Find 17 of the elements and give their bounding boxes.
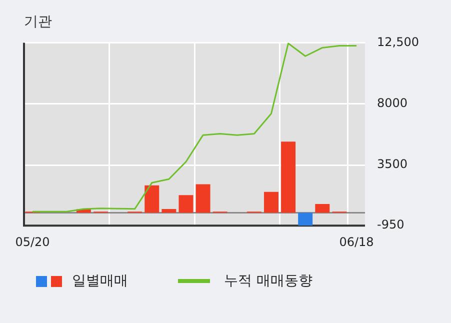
y-tick-label: -950 [377, 218, 404, 232]
y-tick-label: 3500 [377, 157, 408, 172]
bar [281, 142, 296, 213]
chart-title: 기관 [24, 14, 52, 30]
bar [315, 204, 330, 213]
bar [144, 185, 160, 213]
x-tick-label: 05/20 [15, 234, 50, 249]
legend-label: 누적 매매동향 [224, 272, 312, 290]
y-tick-label: 8000 [377, 96, 408, 110]
bar [196, 184, 210, 213]
bar [178, 195, 194, 213]
bar [264, 192, 278, 213]
bar [162, 209, 176, 213]
y-tick-label: 12,500 [377, 34, 420, 49]
bar [298, 212, 313, 226]
x-tick-label: 06/18 [339, 234, 374, 249]
legend-label: 일별매매 [72, 272, 128, 290]
